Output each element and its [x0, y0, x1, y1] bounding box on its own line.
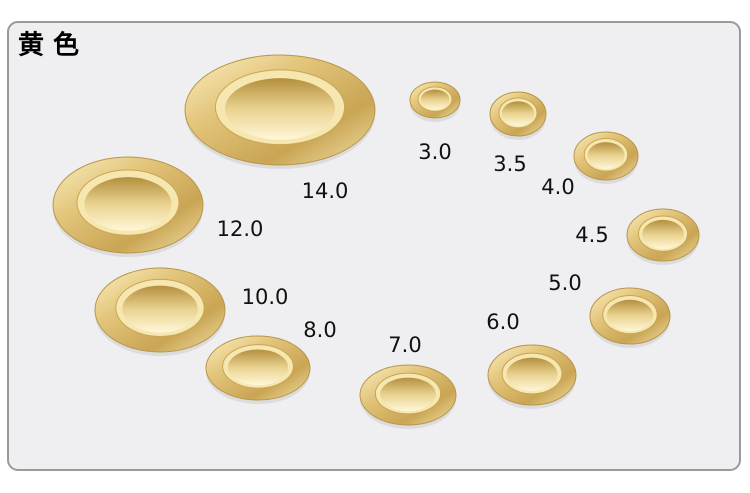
eyelet-hole — [420, 89, 450, 110]
eyelet-hole — [506, 357, 558, 392]
eyelet-hole — [380, 377, 436, 412]
size-label: 6.0 — [486, 310, 519, 334]
size-label: 12.0 — [217, 217, 264, 241]
eyelet — [589, 287, 671, 348]
size-label: 8.0 — [303, 318, 336, 342]
title: 黄 色 — [18, 30, 79, 61]
eyelet — [489, 91, 547, 140]
size-label: 5.0 — [548, 271, 581, 295]
eyelet — [359, 364, 457, 429]
eyelet-hole — [642, 219, 684, 250]
eyelet — [573, 131, 639, 184]
eyelet — [205, 335, 311, 404]
size-label: 7.0 — [388, 333, 421, 357]
size-label: 4.5 — [575, 223, 608, 247]
eyelet-hole — [606, 299, 654, 332]
size-label: 10.0 — [242, 285, 289, 309]
eyelet-hole — [227, 349, 289, 386]
size-label: 14.0 — [302, 179, 349, 203]
eyelet — [52, 156, 204, 257]
eyelet-hole — [501, 101, 535, 126]
eyelet-hole — [84, 177, 172, 231]
size-label: 3.5 — [493, 152, 526, 176]
eyelet-hole — [122, 285, 198, 333]
eyelet-hole — [587, 142, 625, 169]
size-label: 3.0 — [418, 140, 451, 164]
eyelet-hole — [224, 78, 336, 140]
size-label: 4.0 — [541, 175, 574, 199]
eyelet — [487, 344, 577, 409]
eyelet — [626, 208, 700, 265]
eyelet — [184, 54, 376, 169]
eyelet — [94, 267, 226, 356]
eyelet — [409, 81, 461, 122]
